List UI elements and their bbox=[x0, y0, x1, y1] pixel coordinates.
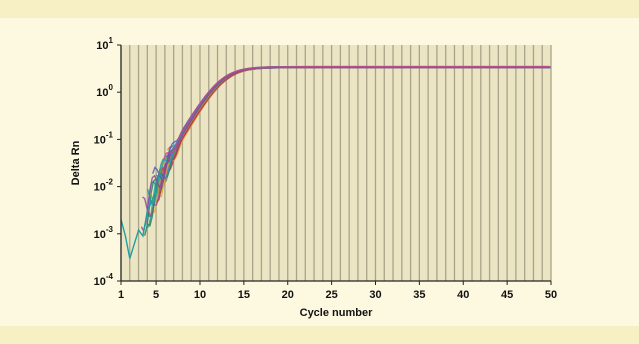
x-tick-label: 40 bbox=[457, 289, 469, 301]
x-tick-label: 25 bbox=[325, 289, 337, 301]
amplification-chart: 1 5 10 15 20 25 30 35 40 45 50 10110010-110-210-31… bbox=[70, 36, 557, 319]
x-tick-label: 45 bbox=[501, 289, 513, 301]
x-axis-title: Cycle number bbox=[300, 307, 373, 319]
y-tick-label: 101 bbox=[96, 36, 113, 52]
amplification-curve bbox=[140, 66, 550, 233]
y-tick-label: 10-4 bbox=[94, 272, 114, 288]
x-tick-label: 10 bbox=[194, 289, 206, 301]
x-tick-label: 5 bbox=[153, 289, 159, 301]
x-tick-label: 15 bbox=[238, 289, 250, 301]
y-tick-label: 100 bbox=[96, 83, 113, 99]
y-tick-label: 10-3 bbox=[94, 225, 114, 241]
y-tick-label: 10-2 bbox=[94, 178, 114, 194]
x-tick-label: 50 bbox=[545, 289, 557, 301]
amplification-curve bbox=[163, 66, 551, 160]
x-tick-label: 20 bbox=[282, 289, 294, 301]
y-tick-label: 10-1 bbox=[94, 130, 114, 146]
plot-area bbox=[121, 45, 551, 281]
y-axis-title: Delta Rn bbox=[70, 140, 82, 185]
y-tick-labels: 101 100 10-1 10-2 10-3 10-4 bbox=[94, 36, 114, 288]
axes bbox=[117, 44, 552, 285]
x-tick-label: 1 bbox=[118, 289, 124, 301]
x-tick-label: 30 bbox=[369, 289, 381, 301]
x-tick-labels: 1 5 10 15 20 25 30 35 40 45 50 bbox=[118, 289, 557, 301]
chart-panel: 1 5 10 15 20 25 30 35 40 45 50 101 100 10-1 10-2 10-3 1… bbox=[0, 18, 639, 326]
x-tick-label: 35 bbox=[413, 289, 425, 301]
amplification-curves bbox=[120, 65, 551, 259]
amplification-curve bbox=[120, 190, 157, 259]
